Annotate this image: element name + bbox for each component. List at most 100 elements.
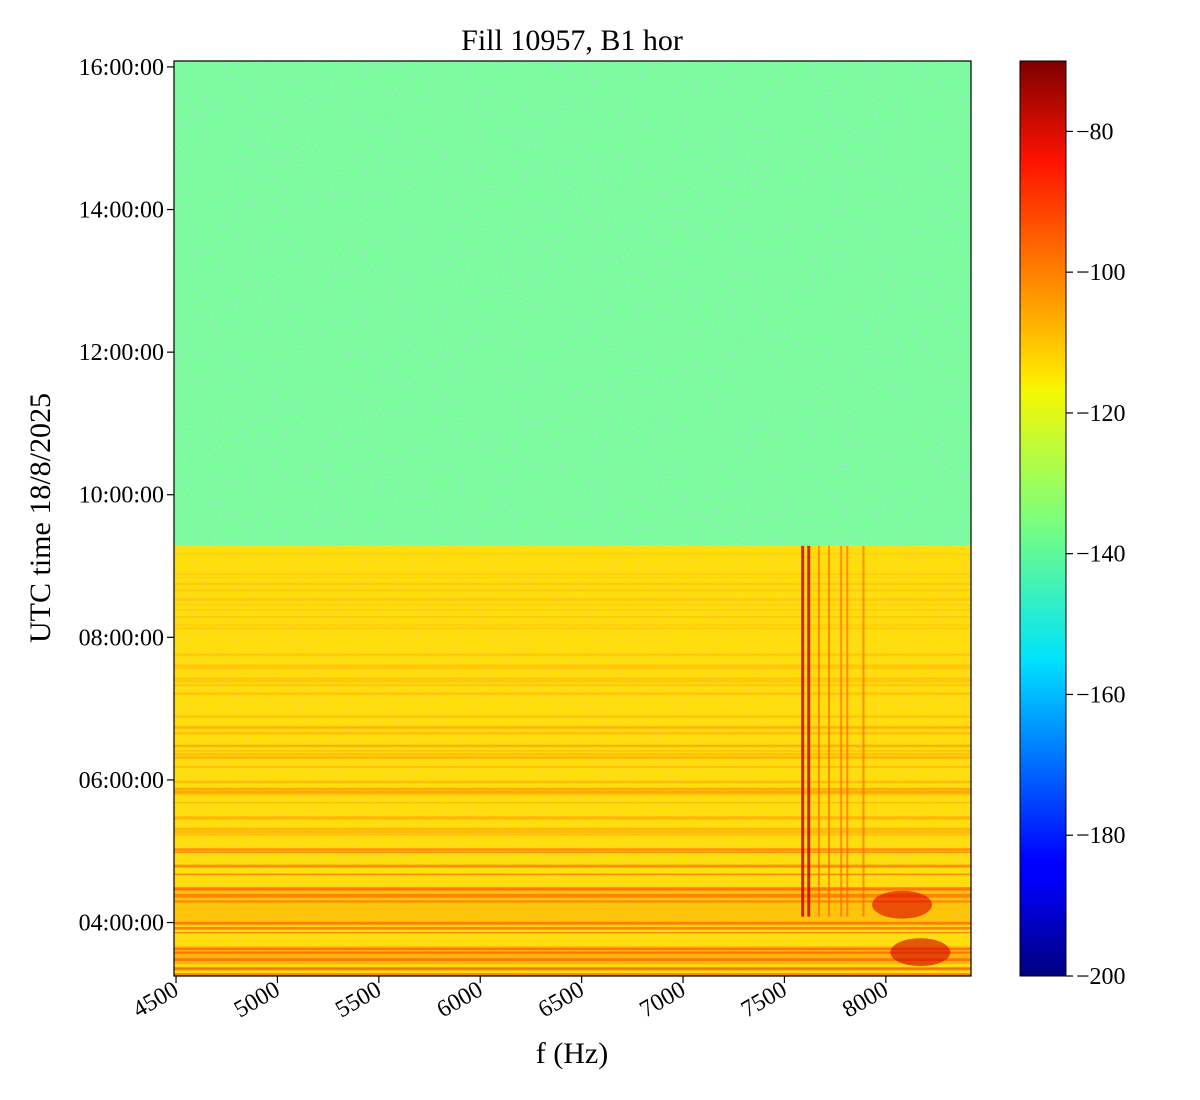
x-tick-label-7: 8000 (838, 977, 893, 1024)
y-tick-label-4: 12:00:00 (79, 340, 164, 366)
stripe (174, 864, 971, 868)
stripe (174, 802, 971, 804)
y-axis: 04:00:00 06:00:00 08:00:00 10:00:00 12:00:00… (79, 55, 174, 937)
hot-spots (872, 890, 951, 967)
stripe (174, 553, 971, 555)
stripe (174, 624, 971, 626)
colorbar-tick-label-3: −140 (1076, 542, 1126, 568)
stripe (174, 616, 971, 618)
x-tick-label-3: 6000 (433, 977, 488, 1024)
stripe (174, 827, 971, 831)
stripe (174, 780, 971, 784)
colorbar-gradient (1019, 60, 1067, 977)
colorbar-ticks: −80 −100 −120 −140 −160 −180 −200 (1066, 119, 1126, 990)
stripe (174, 756, 971, 758)
stripe (174, 817, 971, 820)
colorbar-tick-label-5: −180 (1076, 823, 1126, 849)
stripe (174, 790, 971, 794)
y-tick-label-3: 10:00:00 (79, 483, 164, 509)
x-tick-label-1: 5000 (230, 977, 285, 1024)
stripe (174, 926, 971, 930)
vertical-lines (801, 545, 865, 917)
colorbar-tick-label-2: −120 (1076, 401, 1126, 427)
stripe (174, 627, 971, 630)
y-tick-label-2: 08:00:00 (79, 625, 164, 651)
stripe (174, 752, 971, 756)
stripe (174, 653, 971, 656)
stripe (174, 604, 971, 606)
stripe (174, 893, 971, 897)
stripe (174, 750, 971, 752)
hot-spot-1 (890, 938, 951, 967)
x-tick-label-6: 7500 (737, 977, 792, 1024)
y-tick-label-0: 04:00:00 (79, 911, 164, 937)
stripe (174, 923, 971, 925)
stripe (174, 684, 971, 687)
y-tick-label-5: 14:00:00 (79, 198, 164, 224)
plot-frame (173, 60, 972, 977)
stripe (174, 582, 971, 586)
stripe (174, 968, 971, 971)
stripe (174, 973, 971, 976)
stripe (174, 598, 971, 601)
colorbar-tick-label-6: −200 (1076, 964, 1126, 990)
plot-area (174, 61, 971, 976)
x-tick-label-5: 7000 (635, 977, 690, 1024)
stripe (174, 932, 971, 934)
stripe (174, 951, 971, 954)
stripe (174, 873, 971, 876)
stripe (174, 791, 971, 794)
colorbar: −80 −100 −120 −140 −160 −180 −200 (1019, 60, 1126, 990)
stripe (174, 834, 971, 836)
stripe (174, 896, 971, 898)
stripe (174, 744, 971, 748)
horizontal-stripes (174, 553, 971, 976)
colorbar-tick-label-4: −160 (1076, 682, 1126, 708)
x-tick-label-0: 4500 (128, 977, 183, 1024)
stripe (174, 664, 971, 668)
stripe-band (174, 946, 971, 965)
stripe (174, 756, 971, 760)
stripe (174, 958, 971, 961)
stripe (174, 887, 971, 890)
stripe (174, 765, 971, 768)
region-beam-off-noise (174, 61, 971, 546)
stripe (174, 576, 971, 579)
colorbar-tick-label-0: −80 (1076, 119, 1114, 145)
y-tick-label-6: 16:00:00 (79, 55, 164, 81)
stripe (174, 727, 971, 730)
stripe (174, 788, 971, 791)
chart-title: Fill 10957, B1 hor (461, 24, 683, 57)
stripe (174, 888, 971, 891)
region-beam-on-noise (174, 545, 971, 976)
stripe (174, 848, 971, 851)
stripe (174, 793, 971, 795)
stripe (174, 830, 971, 834)
stripe (174, 947, 971, 950)
stripe (174, 715, 971, 718)
y-axis-title: UTC time 18/8/2025 (24, 393, 57, 643)
stripe (174, 921, 971, 924)
x-tick-label-4: 6500 (534, 977, 589, 1024)
x-axis: 4500 5000 5500 6000 6500 7000 7500 8000 (128, 976, 893, 1024)
stripe (174, 573, 971, 576)
hot-spot-0 (872, 890, 933, 919)
stripe (174, 900, 971, 903)
stripe (174, 677, 971, 680)
stripe (174, 692, 971, 695)
stripe (174, 816, 971, 818)
stripe (174, 787, 971, 790)
stripe (174, 668, 971, 670)
stripe (174, 725, 971, 729)
stripe (174, 851, 971, 854)
stripe (174, 680, 971, 683)
stripe (174, 609, 971, 611)
x-axis-title: f (Hz) (536, 1037, 608, 1070)
stripe-band (174, 886, 971, 923)
colorbar-tick-label-1: −100 (1076, 260, 1126, 286)
stripe (174, 744, 971, 747)
y-tick-label-1: 06:00:00 (79, 768, 164, 794)
x-tick-label-2: 5500 (331, 977, 386, 1024)
stripe (174, 589, 971, 592)
